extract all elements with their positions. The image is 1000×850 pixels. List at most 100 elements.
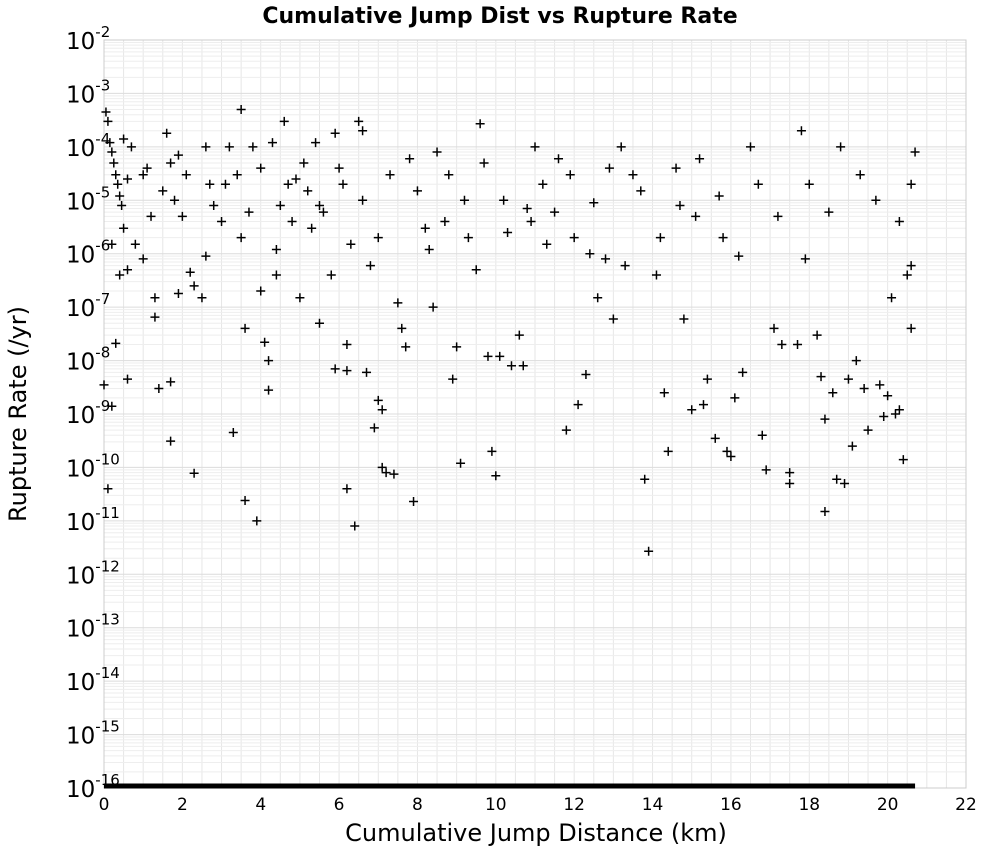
y-tick-label: 10-13 (66, 611, 120, 643)
data-point (150, 312, 160, 322)
data-point (166, 158, 176, 168)
data-point (875, 380, 885, 390)
data-point (832, 474, 842, 484)
data-point (456, 458, 466, 468)
data-point (311, 138, 321, 148)
data-point (710, 433, 720, 443)
data-point (499, 195, 509, 205)
data-point (820, 506, 830, 516)
data-point (463, 233, 473, 243)
data-point (369, 423, 379, 433)
data-point (526, 217, 536, 227)
data-point (777, 339, 787, 349)
data-point (123, 265, 133, 275)
y-tick-label: 10-16 (66, 771, 120, 803)
data-point (538, 179, 548, 189)
data-point (283, 179, 293, 189)
data-point (887, 293, 897, 303)
data-point (655, 233, 665, 243)
data-point (444, 170, 454, 180)
data-point (103, 484, 113, 494)
data-point (651, 270, 661, 280)
data-point (389, 469, 399, 479)
data-point (162, 128, 172, 138)
data-point (158, 186, 168, 196)
data-point (173, 150, 183, 160)
data-point (271, 270, 281, 280)
data-point (299, 158, 309, 168)
data-point (224, 142, 234, 152)
data-point (197, 293, 207, 303)
y-tick-label: 10-4 (66, 130, 110, 162)
data-point (342, 484, 352, 494)
x-tick-label: 10 (485, 795, 507, 815)
data-point (228, 428, 238, 438)
data-point (530, 142, 540, 152)
data-point (252, 516, 262, 526)
data-point (604, 163, 614, 173)
y-axis-label: Rupture Rate (/yr) (4, 306, 32, 522)
data-point (898, 455, 908, 465)
y-tick-label: 10-5 (66, 183, 110, 215)
data-point (119, 223, 129, 233)
y-tick-labels: 10-2 10-3 10-4 10-5 10-6 10-7 10-8 10-9 10-10 10-… (66, 23, 120, 803)
data-point (518, 361, 528, 371)
x-tick-label: 20 (877, 795, 899, 815)
data-point (397, 323, 407, 333)
data-point (99, 380, 109, 390)
data-point (816, 372, 826, 382)
y-tick-label: 10-7 (66, 290, 110, 322)
data-point (906, 261, 916, 271)
data-point (346, 239, 356, 249)
data-point (123, 174, 133, 184)
data-point (620, 261, 630, 271)
data-point (671, 163, 681, 173)
data-point (354, 116, 364, 126)
data-point (522, 204, 532, 214)
data-point (150, 293, 160, 303)
data-point (475, 119, 485, 129)
data-point (373, 233, 383, 243)
data-point (338, 179, 348, 189)
data-point (483, 351, 493, 361)
data-point (130, 239, 140, 249)
data-point (542, 239, 552, 249)
data-point (514, 330, 524, 340)
data-point (232, 170, 242, 180)
data-point (291, 174, 301, 184)
data-point (209, 200, 219, 210)
data-point (326, 270, 336, 280)
data-point (902, 270, 912, 280)
data-point (115, 191, 125, 201)
x-tick-label: 22 (955, 795, 977, 815)
data-point (793, 339, 803, 349)
x-tick-label: 14 (642, 795, 664, 815)
data-point (714, 191, 724, 201)
data-point (663, 446, 673, 456)
data-point (616, 142, 626, 152)
data-point (840, 479, 850, 489)
y-tick-label: 10-14 (66, 664, 120, 696)
data-point (181, 170, 191, 180)
data-points (99, 105, 920, 556)
data-point (205, 179, 215, 189)
data-point (890, 409, 900, 419)
data-point (761, 465, 771, 475)
data-point (585, 249, 595, 259)
data-point (248, 142, 258, 152)
data-point (123, 374, 133, 384)
data-point (318, 207, 328, 217)
data-point (166, 436, 176, 446)
data-point (315, 200, 324, 210)
data-point (753, 179, 763, 189)
data-point (573, 400, 583, 410)
data-point (440, 217, 450, 227)
data-point (738, 367, 748, 377)
data-point (863, 425, 873, 435)
grid-lines (103, 40, 967, 789)
data-point (722, 446, 732, 456)
data-point (138, 170, 148, 180)
data-point (432, 147, 442, 157)
data-point (119, 134, 129, 144)
data-point (894, 217, 904, 227)
